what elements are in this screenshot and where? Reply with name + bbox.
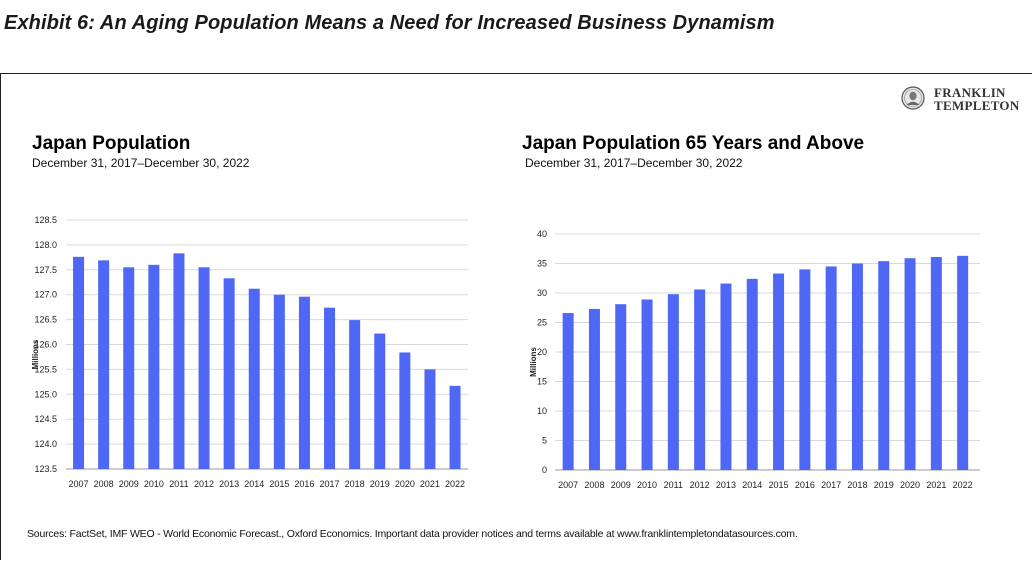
chart-2-y-tick-label: 5 — [542, 436, 547, 446]
chart-2-x-tick-label: 2010 — [637, 480, 657, 490]
exhibit-title: Exhibit 6: An Aging Population Means a N… — [4, 12, 775, 34]
chart-2-bar-2016 — [799, 269, 811, 470]
chart-1-y-tick-label: 127.0 — [34, 290, 57, 300]
chart-1-x-tick-label: 2019 — [370, 479, 390, 489]
chart-2-bar-2019 — [878, 261, 890, 470]
chart-1-y-tick-label: 125.0 — [34, 389, 57, 399]
chart-1-y-tick-label: 126.5 — [34, 315, 57, 325]
chart-1-x-tick-label: 2017 — [320, 479, 340, 489]
chart-1-subtitle: December 31, 2017–December 30, 2022 — [32, 156, 250, 170]
chart-2-x-tick-label: 2014 — [742, 480, 762, 490]
chart-2-bar-2010 — [641, 299, 653, 470]
chart-2-x-tick-label: 2017 — [821, 480, 841, 490]
chart-1-bar-2008 — [98, 260, 110, 469]
chart-2-x-tick-label: 2019 — [874, 480, 894, 490]
chart-1-bar-2012 — [198, 267, 210, 469]
chart-1-x-tick-label: 2021 — [420, 479, 440, 489]
chart-2-x-tick-label: 2015 — [769, 480, 789, 490]
chart-1-x-tick-label: 2007 — [69, 479, 89, 489]
chart-2-bar-2020 — [904, 258, 916, 470]
chart-2-bar-2009 — [615, 304, 627, 470]
chart-2-y-axis-label: Millions — [529, 347, 538, 377]
chart-1-x-tick-label: 2015 — [269, 479, 289, 489]
chart-1-x-tick-label: 2022 — [445, 479, 465, 489]
chart-2-x-tick-label: 2016 — [795, 480, 815, 490]
chart-1-bar-2022 — [449, 385, 461, 469]
logo-line-2: TEMPLETON — [934, 98, 1020, 113]
chart-2-y-tick-label: 30 — [537, 288, 547, 298]
chart-2-y-tick-label: 35 — [537, 259, 547, 269]
chart-panel-frame — [0, 73, 1032, 560]
chart-1-bar-2011 — [173, 253, 185, 469]
chart-1-bar-2016 — [298, 296, 310, 469]
sources-footnote: Sources: FactSet, IMF WEO - World Econom… — [27, 528, 798, 540]
chart-2-x-tick-label: 2018 — [847, 480, 867, 490]
chart-2-bar-2012 — [694, 289, 706, 470]
chart-1-x-tick-label: 2008 — [94, 479, 114, 489]
chart-1-bar-2010 — [148, 264, 160, 469]
chart-2-y-tick-label: 10 — [537, 406, 547, 416]
chart-2-x-tick-label: 2022 — [953, 480, 973, 490]
chart-2-bar-2018 — [851, 263, 863, 470]
chart-2-bar-2011 — [667, 294, 679, 470]
chart-1-y-tick-label: 125.5 — [34, 364, 57, 374]
logo-line-1: FRANKLIN — [934, 85, 1006, 100]
chart-2-y-tick-label: 15 — [537, 377, 547, 387]
chart-1-bar-2021 — [424, 369, 436, 469]
chart-1-bar-2017 — [324, 307, 336, 469]
franklin-templeton-logo: FRANKLIN TEMPLETON — [901, 84, 1029, 116]
chart-2-bar-2015 — [773, 273, 785, 470]
chart-2-x-tick-label: 2020 — [900, 480, 920, 490]
chart-1-bar-2014 — [248, 288, 260, 469]
chart-2-x-tick-label: 2008 — [584, 480, 604, 490]
franklin-portrait-seal-icon — [901, 86, 925, 110]
chart-1-bar-2018 — [349, 320, 361, 469]
chart-2-bar-2022 — [957, 255, 969, 470]
chart-2-title: Japan Population 65 Years and Above — [522, 133, 865, 154]
chart-1-x-tick-label: 2014 — [244, 479, 264, 489]
chart-2-x-tick-label: 2012 — [690, 480, 710, 490]
chart-1-y-tick-label: 127.5 — [34, 265, 57, 275]
chart-1-x-tick-label: 2009 — [119, 479, 139, 489]
chart-2-bar-2007 — [562, 313, 574, 470]
chart-2-x-tick-label: 2021 — [926, 480, 946, 490]
chart-2-bar-2021 — [930, 257, 942, 470]
chart-2-bar-2017 — [825, 266, 837, 470]
chart-1-x-tick-label: 2011 — [169, 479, 188, 489]
chart-1-title: Japan Population — [32, 133, 191, 154]
chart-1-x-tick-label: 2010 — [144, 479, 164, 489]
chart-2-x-tick-label: 2013 — [716, 480, 736, 490]
chart-1-x-tick-label: 2012 — [194, 479, 214, 489]
chart-2-bar-2013 — [720, 283, 732, 470]
chart-1-bar-2013 — [223, 278, 235, 469]
chart-1-y-axis-label: Millions — [31, 339, 40, 369]
chart-2-bar-2008 — [588, 308, 600, 470]
chart-1-y-tick-label: 128.0 — [34, 240, 57, 250]
chart-2-subtitle: December 31, 2017–December 30, 2022 — [525, 156, 743, 170]
chart-1-bar-2007 — [73, 256, 85, 469]
chart-1-bar-2009 — [123, 267, 135, 469]
chart-1-x-tick-label: 2020 — [395, 479, 415, 489]
chart-2-y-tick-label: 40 — [537, 229, 547, 239]
chart-1-y-tick-label: 128.5 — [34, 215, 57, 225]
chart-1-bar-2015 — [273, 294, 285, 469]
chart-2-y-tick-label: 20 — [537, 347, 547, 357]
chart-2-x-tick-label: 2007 — [558, 480, 578, 490]
chart-2-y-tick-label: 25 — [537, 318, 547, 328]
chart-2-bar-2014 — [746, 278, 758, 470]
chart-2-x-tick-label: 2009 — [611, 480, 631, 490]
chart-2-x-tick-label: 2011 — [664, 480, 683, 490]
chart-1-y-tick-label: 123.5 — [34, 464, 57, 474]
chart-1-bar-2019 — [374, 333, 386, 469]
chart-1-x-tick-label: 2016 — [294, 479, 314, 489]
chart-1-y-tick-label: 126.0 — [34, 340, 57, 350]
chart-1-y-tick-label: 124.0 — [34, 439, 57, 449]
chart-1-bar-2020 — [399, 352, 411, 469]
chart-1-x-tick-label: 2018 — [345, 479, 365, 489]
chart-1-y-tick-label: 124.5 — [34, 414, 57, 424]
chart-1-x-tick-label: 2013 — [219, 479, 239, 489]
chart-2-y-tick-label: 0 — [542, 465, 547, 475]
